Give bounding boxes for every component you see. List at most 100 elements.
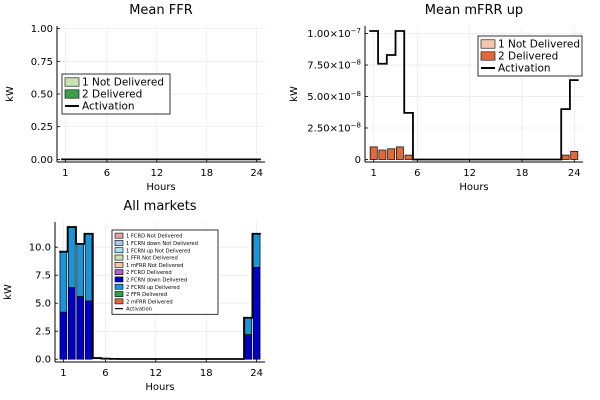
x-tick-label: 12 <box>150 168 163 179</box>
chart-all: 1 6 12 18 24 0.0 2.5 5.0 7.5 10.0 All markets Hours… <box>3 199 265 393</box>
x-tick-label: 1 <box>371 168 377 179</box>
chart-title: All markets <box>123 199 196 214</box>
y-tick-label: 2.50×10−8 <box>307 122 361 135</box>
y-tick-label: 5.00×10−8 <box>307 90 361 103</box>
y-tick-label: 5.0 <box>35 299 51 310</box>
y-tick-label: 10.0 <box>29 243 51 254</box>
legend-swatch <box>114 298 124 305</box>
activation-line <box>369 30 579 161</box>
x-tick-label: 18 <box>200 368 213 379</box>
y-tick-label: 0 <box>355 155 361 166</box>
legend-swatch <box>114 283 124 290</box>
legend-label: 1 FCRN up Not Delivered <box>126 248 191 254</box>
x-tick-label: 24 <box>250 168 263 179</box>
x-axis-label: Hours <box>146 182 175 193</box>
legend-label: 1 FCRN down Not Delivered <box>126 241 198 247</box>
y-axis-label: kW <box>3 284 14 300</box>
bar <box>76 243 84 297</box>
legend-label: Activation <box>82 100 135 112</box>
legend-label: 2 FCRD Delivered <box>126 270 172 276</box>
x-tick-label: 24 <box>568 168 581 179</box>
legend-swatch <box>114 240 124 246</box>
legend-swatch <box>114 261 124 268</box>
bar <box>84 233 93 302</box>
x-axis-label: Hours <box>145 382 174 393</box>
bar <box>570 150 579 160</box>
legend-swatch <box>114 254 124 261</box>
x-tick-label: 6 <box>104 168 110 179</box>
y-tick-exponent: −8 <box>351 90 361 98</box>
chart-title: Mean mFRR up <box>425 3 523 18</box>
legend-label: 2 FCRN down Delivered <box>126 277 187 283</box>
bar <box>252 233 261 268</box>
bar <box>76 296 84 360</box>
y-tick-label: 2.5 <box>35 327 51 338</box>
legend-label: Activation <box>126 307 152 313</box>
legend-label: 1 mFRR Not Delivered <box>126 263 183 269</box>
legend-swatch <box>480 51 496 61</box>
y-tick-label: 7.5 <box>35 271 51 282</box>
bar <box>395 146 404 160</box>
x-tick-label: 18 <box>516 168 529 179</box>
y-tick-mantissa: 2.50×10 <box>307 124 350 135</box>
x-axis-label: Hours <box>459 182 488 193</box>
legend-swatch <box>114 232 124 239</box>
y-tick-label: 0.00 <box>31 155 53 166</box>
y-tick-label: 1.00×10−7 <box>307 27 361 40</box>
bar <box>561 154 570 160</box>
legend-swatch <box>114 269 124 276</box>
bar <box>244 317 252 335</box>
y-tick-mantissa: 1.00×10 <box>307 29 350 40</box>
chart-ffr: 1 6 12 18 24 0.00 0.25 0.50 0.75 1.00 Mean FFR Hour… <box>5 3 265 193</box>
bar <box>244 334 252 360</box>
legend-swatch <box>114 276 124 283</box>
y-tick-label: 0.75 <box>31 57 53 68</box>
legend-box <box>111 229 219 315</box>
activation-line <box>59 226 261 360</box>
chart-mfrr: 1 6 12 18 2402.50×10−85.00×10−87.50×10−81.00… <box>289 3 583 193</box>
legend-label: 1 FCRD Not Delivered <box>126 234 182 240</box>
bar <box>404 154 413 160</box>
legend-label: 2 FFR Delivered <box>126 292 167 298</box>
x-tick-label: 24 <box>250 368 263 379</box>
y-tick-mantissa: 5.00×10 <box>307 92 350 103</box>
bar <box>378 149 387 160</box>
y-tick-exponent: −8 <box>351 122 361 130</box>
legend-swatch <box>64 89 80 99</box>
x-tick-label: 1 <box>60 368 66 379</box>
bar <box>68 226 76 288</box>
bar <box>68 287 76 360</box>
legend-swatch <box>480 39 496 49</box>
bar <box>59 251 68 313</box>
legend-label: 2 FCRN up Delivered <box>126 285 180 291</box>
legend-swatch <box>114 291 124 297</box>
bar <box>252 267 261 360</box>
y-tick-label: 1.00 <box>31 24 53 35</box>
y-tick-exponent: −7 <box>351 27 361 35</box>
legend-box <box>61 73 171 115</box>
legend-label: Activation <box>498 62 551 74</box>
legend-box <box>477 35 583 77</box>
legend-label: 2 Delivered <box>82 88 142 100</box>
legend-swatch <box>64 77 80 87</box>
y-tick-label: 0.50 <box>31 90 53 101</box>
legend-label: 2 Delivered <box>498 50 558 62</box>
chart-title: Mean FFR <box>129 3 193 18</box>
x-tick-label: 12 <box>149 368 162 379</box>
x-tick-label: 1 <box>62 168 68 179</box>
bar <box>387 148 396 160</box>
bar <box>59 311 68 360</box>
x-tick-label: 18 <box>200 168 213 179</box>
bar <box>369 146 378 160</box>
y-axis-label: kW <box>289 86 300 102</box>
y-tick-label: 7.50×10−8 <box>307 59 361 72</box>
legend-label: 1 Not Delivered <box>82 76 164 88</box>
y-tick-label: 0.25 <box>31 122 53 133</box>
x-tick-label: 12 <box>463 168 476 179</box>
y-axis-label: kW <box>5 86 16 102</box>
legend-swatch <box>114 247 124 254</box>
legend-label: 1 FFR Not Delivered <box>126 256 178 262</box>
y-tick-label: 0.0 <box>35 355 51 366</box>
y-tick-exponent: −8 <box>351 59 361 67</box>
